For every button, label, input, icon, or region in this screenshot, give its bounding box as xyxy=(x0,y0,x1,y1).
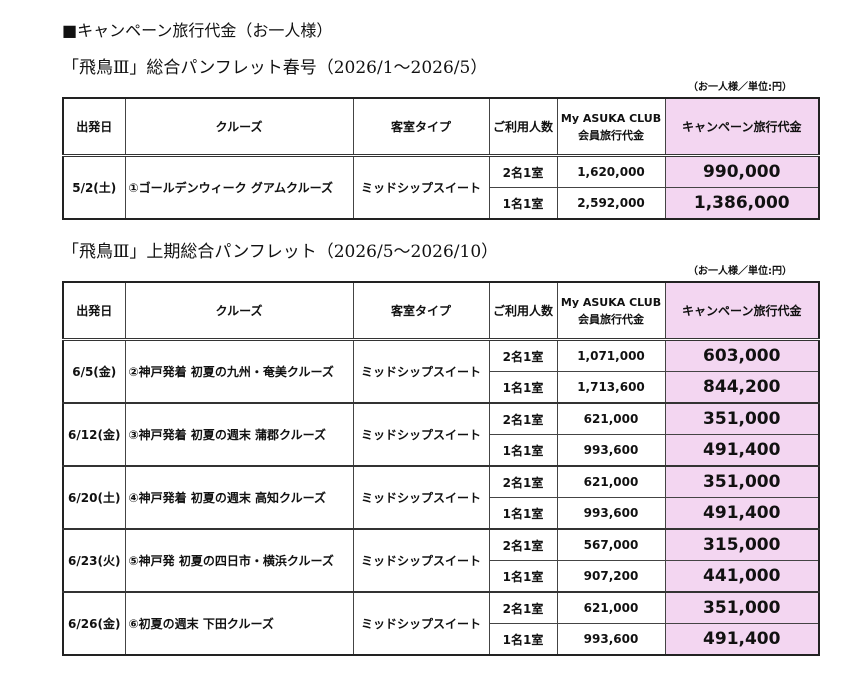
table-row: 5/2(土) ①ゴールデンウィーク グアムクルーズ ミッドシップスイート 2名1室 1,… xyxy=(62,154,820,220)
occupancy-cell: 2名1室 xyxy=(488,465,558,498)
header-line: My ASUKA CLUB xyxy=(560,111,662,125)
table-row: 1名1室 993,600 491,400 xyxy=(63,497,820,530)
header-row: 出発日 クルーズ 客室タイプ ご利用人数 My ASUKA CLUB 会員旅行代金 キャンペ… xyxy=(62,281,820,341)
section-title: 「飛鳥Ⅲ」上期総合パンフレット（2026/5～2026/10） xyxy=(62,242,499,262)
member-price-cell: 993,600 xyxy=(556,497,666,530)
member-price-cell: 621,000 xyxy=(556,591,666,624)
section: 「飛鳥Ⅲ」総合パンフレット春号（2026/1～2026/5） （お一人様／単位:円… xyxy=(62,56,820,220)
table-row: 1名1室 907,200 441,000 xyxy=(63,560,820,593)
campaign-price-cell: 351,000 xyxy=(664,591,820,624)
date-cell: 6/26(金) xyxy=(62,591,126,656)
cruise-cell: ④神戸発着 初夏の週末 高知クルーズ xyxy=(124,465,354,530)
table-row: 1名1室 1,713,600 844,200 xyxy=(63,371,820,404)
occupancy-cell: 2名1室 xyxy=(488,154,558,188)
heading: ■キャンペーン旅行代金（お一人様） xyxy=(62,21,333,40)
header-cell: クルーズ xyxy=(124,97,354,157)
campaign-price-cell: 491,400 xyxy=(664,497,820,530)
campaign-price-cell: 603,000 xyxy=(664,338,820,372)
unit-note: （お一人様／単位:円） xyxy=(688,82,792,93)
header-cell: My ASUKA CLUB 会員旅行代金 xyxy=(556,281,666,341)
header-cell: My ASUKA CLUB 会員旅行代金 xyxy=(556,97,666,157)
header-cell: ご利用人数 xyxy=(488,281,558,341)
price-table: 出発日 クルーズ 客室タイプ ご利用人数 My ASUKA CLUB 会員旅行代金 キャンペ… xyxy=(62,281,820,656)
member-price-cell: 993,600 xyxy=(556,434,666,467)
occupancy-cell: 2名1室 xyxy=(488,402,558,435)
campaign-price-cell: 1,386,000 xyxy=(664,187,820,220)
room-cell: ミッドシップスイート xyxy=(352,338,490,404)
table-row: 1名1室 993,600 491,400 xyxy=(63,623,820,656)
date-cell: 6/12(金) xyxy=(62,402,126,467)
price-table: 出発日 クルーズ 客室タイプ ご利用人数 My ASUKA CLUB 会員旅行代金 キャンペ… xyxy=(62,97,820,220)
campaign-price-cell: 351,000 xyxy=(664,402,820,435)
occupancy-cell: 2名1室 xyxy=(488,338,558,372)
occupancy-cell: 1名1室 xyxy=(488,560,558,593)
cruise-cell: ③神戸発着 初夏の週末 蒲郡クルーズ xyxy=(124,402,354,467)
header-cell: ご利用人数 xyxy=(488,97,558,157)
member-price-cell: 1,071,000 xyxy=(556,338,666,372)
header-cell: キャンペーン旅行代金 xyxy=(664,281,820,341)
campaign-price-cell: 990,000 xyxy=(664,154,820,188)
campaign-price-cell: 844,200 xyxy=(664,371,820,404)
member-price-cell: 621,000 xyxy=(556,465,666,498)
campaign-price-cell: 351,000 xyxy=(664,465,820,498)
table-row: 1名1室 2,592,000 1,386,000 xyxy=(63,187,820,220)
header-line: 会員旅行代金 xyxy=(578,312,644,326)
header-cell: キャンペーン旅行代金 xyxy=(664,97,820,157)
occupancy-cell: 1名1室 xyxy=(488,371,558,404)
cruise-cell: ②神戸発着 初夏の九州・奄美クルーズ xyxy=(124,338,354,404)
occupancy-cell: 1名1室 xyxy=(488,497,558,530)
occupancy-cell: 1名1室 xyxy=(488,623,558,656)
section: 「飛鳥Ⅲ」上期総合パンフレット（2026/5～2026/10） （お一人様／単位:… xyxy=(62,240,820,656)
cruise-cell: ⑥初夏の週末 下田クルーズ xyxy=(124,591,354,656)
occupancy-cell: 1名1室 xyxy=(488,434,558,467)
member-price-cell: 907,200 xyxy=(556,560,666,593)
header-cell: 客室タイプ xyxy=(352,97,490,157)
member-price-cell: 567,000 xyxy=(556,528,666,561)
date-cell: 6/20(土) xyxy=(62,465,126,530)
header-line: 会員旅行代金 xyxy=(578,128,644,142)
campaign-price-cell: 441,000 xyxy=(664,560,820,593)
campaign-price-cell: 315,000 xyxy=(664,528,820,561)
member-price-cell: 1,620,000 xyxy=(556,154,666,188)
room-cell: ミッドシップスイート xyxy=(352,402,490,467)
room-cell: ミッドシップスイート xyxy=(352,154,490,220)
member-price-cell: 1,713,600 xyxy=(556,371,666,404)
header-cell: クルーズ xyxy=(124,281,354,341)
cruise-cell: ①ゴールデンウィーク グアムクルーズ xyxy=(124,154,354,220)
occupancy-cell: 1名1室 xyxy=(488,187,558,220)
room-cell: ミッドシップスイート xyxy=(352,591,490,656)
campaign-price-cell: 491,400 xyxy=(664,623,820,656)
occupancy-cell: 2名1室 xyxy=(488,591,558,624)
room-cell: ミッドシップスイート xyxy=(352,528,490,593)
header-cell: 出発日 xyxy=(62,97,126,157)
header-cell: 客室タイプ xyxy=(352,281,490,341)
date-cell: 5/2(土) xyxy=(62,154,126,220)
date-cell: 6/23(火) xyxy=(62,528,126,593)
campaign-price-cell: 491,400 xyxy=(664,434,820,467)
table-row: 6/26(金) ⑥初夏の週末 下田クルーズ ミッドシップスイート 2名1室 621,00… xyxy=(62,591,820,656)
unit-note: （お一人様／単位:円） xyxy=(688,266,792,277)
table-row: 6/20(土) ④神戸発着 初夏の週末 高知クルーズ ミッドシップスイート 2名1室 6… xyxy=(62,465,820,530)
header-line: My ASUKA CLUB xyxy=(560,295,662,309)
cruise-cell: ⑤神戸発 初夏の四日市・横浜クルーズ xyxy=(124,528,354,593)
table-row: 6/23(火) ⑤神戸発 初夏の四日市・横浜クルーズ ミッドシップスイート 2名1室 5… xyxy=(62,528,820,593)
header-cell: 出発日 xyxy=(62,281,126,341)
table-row: 6/12(金) ③神戸発着 初夏の週末 蒲郡クルーズ ミッドシップスイート 2名1室 6… xyxy=(62,402,820,467)
room-cell: ミッドシップスイート xyxy=(352,465,490,530)
member-price-cell: 993,600 xyxy=(556,623,666,656)
header-row: 出発日 クルーズ 客室タイプ ご利用人数 My ASUKA CLUB 会員旅行代金 キャンペ… xyxy=(62,97,820,157)
occupancy-cell: 2名1室 xyxy=(488,528,558,561)
member-price-cell: 2,592,000 xyxy=(556,187,666,220)
section-title: 「飛鳥Ⅲ」総合パンフレット春号（2026/1～2026/5） xyxy=(62,58,488,78)
table-row: 6/5(金) ②神戸発着 初夏の九州・奄美クルーズ ミッドシップスイート 2名1室 1,… xyxy=(62,338,820,404)
date-cell: 6/5(金) xyxy=(62,338,126,404)
member-price-cell: 621,000 xyxy=(556,402,666,435)
